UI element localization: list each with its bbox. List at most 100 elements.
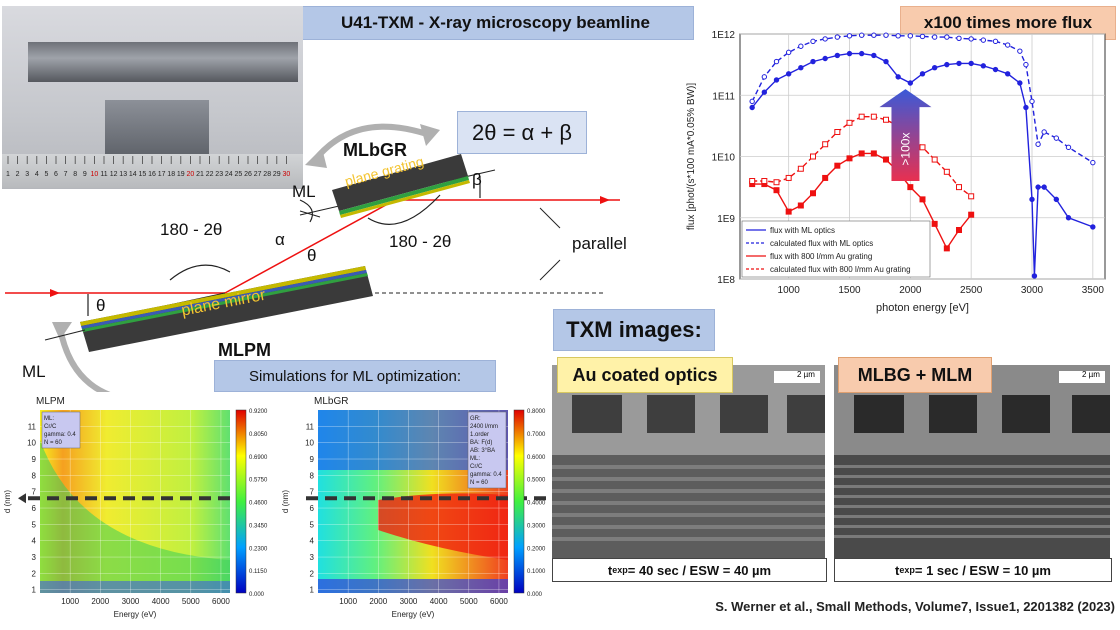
theta-label-mid: θ xyxy=(307,246,317,265)
data-point xyxy=(883,156,889,163)
caption-ml-pre: t xyxy=(895,562,900,578)
caption-au-pre: t xyxy=(607,562,613,578)
ruler-number: 15 xyxy=(139,171,147,178)
ruler-number: 30 xyxy=(283,171,291,178)
grating-name: MLbGR xyxy=(343,140,407,160)
data-point xyxy=(895,74,901,80)
data-point xyxy=(1041,129,1047,135)
info-line: ML: xyxy=(44,416,54,422)
data-point xyxy=(919,144,926,151)
y-tick-label: 2 xyxy=(32,569,37,578)
beam-arrow-1 xyxy=(50,289,60,297)
y-tick-label: 1E10 xyxy=(712,153,736,164)
grating-block xyxy=(28,42,298,82)
data-point xyxy=(785,49,792,56)
plane-grating xyxy=(332,154,468,211)
y-tick-label: 3 xyxy=(32,553,37,562)
legend-entry: calculated flux with 800 l/mm Au grating xyxy=(770,265,911,274)
data-point xyxy=(1017,80,1023,86)
simulations-heading: Simulations for ML optimization: xyxy=(214,360,496,392)
ruler-number: 28 xyxy=(263,171,271,178)
ruler-number: 23 xyxy=(215,171,223,178)
data-point xyxy=(1029,196,1035,203)
chart-legend: flux with ML optics calculated flux with … xyxy=(741,220,931,278)
y-tick-label: 7 xyxy=(310,488,315,497)
y-tick-label: 8 xyxy=(32,471,37,480)
data-point xyxy=(846,119,853,126)
colorbar-tick-label: 0.6900 xyxy=(249,455,268,461)
data-point xyxy=(907,80,914,86)
data-point xyxy=(1023,61,1029,68)
heatmap-band xyxy=(40,440,230,593)
data-point xyxy=(871,32,877,38)
ruler-number: 3 xyxy=(25,171,29,178)
info-line: gamma: 0.4 xyxy=(470,472,502,478)
data-point xyxy=(883,32,889,38)
x-tick-label: 3000 xyxy=(400,597,418,606)
data-point xyxy=(956,227,962,233)
ruler-number: 7 xyxy=(64,171,68,178)
info-line: ML: xyxy=(470,456,480,462)
data-point xyxy=(798,43,804,49)
x-tick-label: 3500 xyxy=(1082,285,1105,296)
x-tick-label: 2000 xyxy=(91,597,109,606)
colorbar xyxy=(235,409,247,594)
ruler-number: 26 xyxy=(244,171,252,178)
ruler-number: 5 xyxy=(44,171,48,178)
page-title: U41-TXM - X-ray microscopy beamline xyxy=(297,6,694,40)
optics-diagram xyxy=(5,123,620,398)
beta-label: β xyxy=(472,170,482,189)
colorbar-tick-label: 0.8000 xyxy=(527,409,546,415)
heatmap-title: MLPM xyxy=(36,396,65,407)
heatmap-info: ML: Cr/C gamma: 0.4 N = 60 xyxy=(41,411,81,449)
ruler-number: 16 xyxy=(148,171,156,178)
x-tick-label: 5000 xyxy=(460,597,478,606)
x-tick-label: 4000 xyxy=(152,597,170,606)
data-point xyxy=(968,211,975,218)
data-point xyxy=(1053,196,1060,203)
data-point xyxy=(1017,48,1023,54)
mlpm-heatmap: MLPM 1 2 3 4 5 6 7 8 9 10 11 1000 2000 3000 4000 5000 600… xyxy=(0,392,275,624)
y-tick-label: 10 xyxy=(27,439,36,448)
data-point xyxy=(749,98,755,105)
scale-bar-ml: 2 µm xyxy=(1082,370,1100,379)
ruler-number: 6 xyxy=(54,171,58,178)
data-point xyxy=(956,60,962,67)
mirror-block xyxy=(105,100,209,156)
info-line: N = 60 xyxy=(470,480,489,486)
ruler-number: 1 xyxy=(6,171,10,178)
x-tick-label: 6000 xyxy=(212,597,230,606)
data-point xyxy=(992,38,999,45)
y-tick-label: 6 xyxy=(32,504,37,513)
data-point xyxy=(931,64,938,71)
data-point xyxy=(1035,141,1041,147)
ruler-number: 20 xyxy=(187,171,195,178)
ml-label-bottom: ML xyxy=(22,362,46,381)
data-point xyxy=(810,190,816,197)
caption-au-post: = 40 sec / ESW = 40 µm xyxy=(627,562,772,578)
colorbar xyxy=(513,409,525,594)
y-tick-label: 1E12 xyxy=(712,30,736,41)
data-point xyxy=(1065,144,1072,151)
data-point xyxy=(810,38,816,45)
ruler: 1 2 3 4 5 6 7 8 9 10 11 12 13 14 15 16 17 18 19 20 21 22 23 24 2… xyxy=(2,154,303,188)
info-line: Cr/C xyxy=(44,424,57,430)
data-point xyxy=(956,184,962,191)
data-point xyxy=(931,156,938,163)
data-point xyxy=(858,50,865,57)
y-tick-label: 8 xyxy=(310,471,315,480)
colorbar-tick-label: 0.4600 xyxy=(249,501,268,507)
data-point xyxy=(943,168,950,175)
mlbgr-heatmap: MLbGR 1 2 3 4 5 6 7 8 9 10 11 1000 2000 3000 4000 5000 60… xyxy=(278,392,550,624)
ml-optics-label: MLBG + MLM xyxy=(838,357,992,393)
data-point xyxy=(943,245,950,252)
ruler-number: 21 xyxy=(196,171,204,178)
data-point xyxy=(907,33,914,39)
caption-au-sub: exp xyxy=(612,565,628,575)
colorbar-tick-label: 0.1000 xyxy=(527,569,546,575)
heatmap-low-band xyxy=(318,579,508,593)
heatmap-title: MLbGR xyxy=(314,396,348,407)
y-tick-label: 7 xyxy=(32,488,37,497)
colorbar-tick-label: 0.000 xyxy=(527,592,543,598)
citation: S. Werner et al., Small Methods, Volume7… xyxy=(715,599,1115,614)
